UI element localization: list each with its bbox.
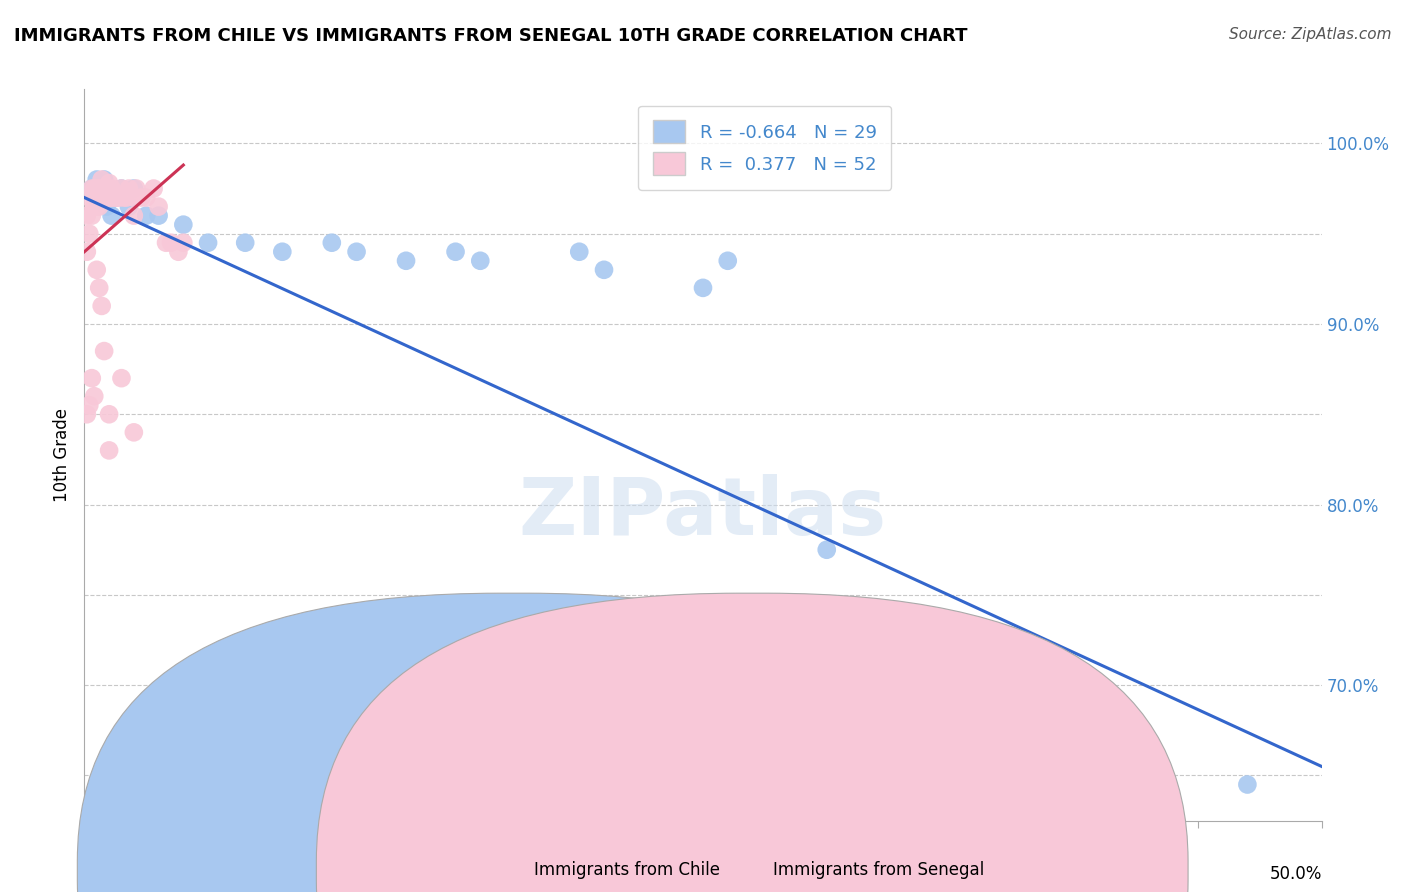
Point <box>118 200 141 214</box>
Point <box>86 181 108 195</box>
Point <box>321 235 343 250</box>
Point <box>155 235 177 250</box>
Point <box>86 200 108 214</box>
Point <box>444 244 467 259</box>
Point <box>79 227 101 241</box>
Point <box>470 253 492 268</box>
Point <box>271 244 294 259</box>
Text: IMMIGRANTS FROM CHILE VS IMMIGRANTS FROM SENEGAL 10TH GRADE CORRELATION CHART: IMMIGRANTS FROM CHILE VS IMMIGRANTS FROM… <box>14 27 967 45</box>
Point <box>98 443 121 458</box>
Point <box>98 176 121 190</box>
Point <box>346 244 368 259</box>
Point <box>76 209 98 223</box>
Point <box>108 190 131 204</box>
Point <box>110 371 132 385</box>
Text: 50.0%: 50.0% <box>1270 864 1322 882</box>
Point <box>93 181 115 195</box>
Point <box>83 389 105 403</box>
Point <box>172 235 194 250</box>
Point <box>167 244 190 259</box>
Point <box>125 181 148 195</box>
Point <box>118 181 141 195</box>
Text: ZIPatlas: ZIPatlas <box>519 475 887 552</box>
Point <box>86 262 108 277</box>
Text: Immigrants from Chile: Immigrants from Chile <box>534 861 720 879</box>
Point <box>112 190 135 204</box>
Point <box>692 281 714 295</box>
Point <box>90 181 112 195</box>
Text: Immigrants from Senegal: Immigrants from Senegal <box>773 861 984 879</box>
Point <box>98 407 121 421</box>
Point <box>79 398 101 412</box>
Point <box>89 181 111 195</box>
Point <box>89 200 111 214</box>
Text: Source: ZipAtlas.com: Source: ZipAtlas.com <box>1229 27 1392 42</box>
Point <box>160 235 183 250</box>
Point <box>96 190 118 204</box>
Point <box>395 253 418 268</box>
Point <box>80 181 103 195</box>
Point <box>100 181 122 195</box>
Point <box>100 190 122 204</box>
Legend: R = -0.664   N = 29, R =  0.377   N = 52: R = -0.664 N = 29, R = 0.377 N = 52 <box>638 105 891 190</box>
Point <box>89 190 111 204</box>
Point <box>90 299 112 313</box>
Point <box>122 190 145 204</box>
Point <box>90 190 112 204</box>
Point <box>96 181 118 195</box>
Point <box>135 209 157 223</box>
Point <box>79 190 101 204</box>
Point <box>76 244 98 259</box>
Point <box>122 181 145 195</box>
Point <box>76 407 98 421</box>
Point <box>593 262 616 277</box>
Point <box>105 190 128 204</box>
Point <box>93 344 115 359</box>
Point <box>568 244 591 259</box>
Point <box>100 209 122 223</box>
Point <box>122 209 145 223</box>
Point <box>90 172 112 186</box>
Point <box>172 218 194 232</box>
Point <box>148 209 170 223</box>
Point <box>80 181 103 195</box>
Point <box>98 190 121 204</box>
Point <box>83 200 105 214</box>
Point <box>115 190 138 204</box>
Point <box>86 172 108 186</box>
Point <box>80 371 103 385</box>
Text: 0.0%: 0.0% <box>84 864 127 882</box>
Point <box>717 253 740 268</box>
Y-axis label: 10th Grade: 10th Grade <box>53 408 72 502</box>
Point <box>1236 778 1258 792</box>
Point <box>80 209 103 223</box>
Point <box>96 200 118 214</box>
Point <box>197 235 219 250</box>
Point <box>83 181 105 195</box>
Point <box>103 190 125 204</box>
Point <box>142 181 165 195</box>
Point <box>110 181 132 195</box>
Point <box>110 181 132 195</box>
Point <box>89 281 111 295</box>
Point <box>135 190 157 204</box>
Point <box>129 190 152 204</box>
Point <box>98 181 121 195</box>
Point <box>148 200 170 214</box>
Point <box>122 425 145 440</box>
Point <box>93 190 115 204</box>
Point <box>815 542 838 557</box>
Point <box>233 235 256 250</box>
Point <box>105 190 128 204</box>
Point <box>93 172 115 186</box>
